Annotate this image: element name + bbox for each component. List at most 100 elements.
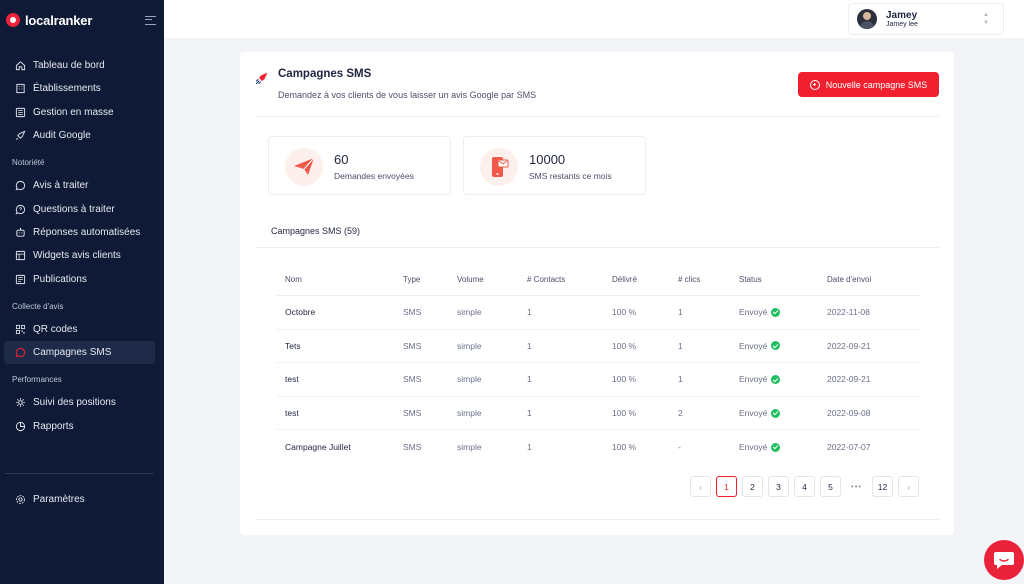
sidebar-item-label: Paramètres <box>33 494 85 506</box>
sidebar-item-reports[interactable]: Rapports <box>4 415 155 438</box>
column-header-delivered[interactable]: Délivré <box>612 275 637 284</box>
cell-clicks: 1 <box>678 340 683 351</box>
column-header-name[interactable]: Nom <box>285 275 302 284</box>
check-circle-icon <box>771 408 781 418</box>
column-header-date[interactable]: Date d'envoi <box>827 275 872 284</box>
column-header-clicks[interactable]: # clics <box>678 275 701 284</box>
brand-logo[interactable]: localranker <box>25 12 93 28</box>
column-header-type[interactable]: Type <box>403 275 421 284</box>
cell-delivered: 100 % <box>612 374 637 385</box>
chevron-up-down-icon: ▲ ▼ <box>983 12 989 26</box>
stat-value: 60 <box>334 152 349 167</box>
sidebar-item-label: Publications <box>33 273 87 285</box>
cell-contacts: 1 <box>527 442 532 453</box>
user-menu[interactable]: Jamey Jamey lee ▲ ▼ <box>848 3 1004 35</box>
next-page-button[interactable]: › <box>898 476 919 497</box>
column-header-contacts[interactable]: # Contacts <box>527 275 566 284</box>
status-text: Envoyé <box>739 408 768 419</box>
page-button-1[interactable]: 1 <box>716 476 737 497</box>
cell-status: Envoyé <box>739 442 827 452</box>
sidebar-item-label: Réponses automatisées <box>33 226 141 238</box>
status-text: Envoyé <box>739 340 768 351</box>
sidebar-item-reviews[interactable]: Avis à traiter <box>4 174 155 197</box>
logo-pin-icon <box>6 13 20 27</box>
settings-area: Paramètres <box>0 488 164 511</box>
sidebar-item-audit[interactable]: Audit Google <box>4 124 155 147</box>
cell-volume: simple <box>457 442 482 453</box>
widget-icon <box>15 250 26 261</box>
check-circle-icon <box>771 307 781 317</box>
sidebar-item-sms-campaigns[interactable]: Campagnes SMS <box>4 340 155 365</box>
main-card: Campagnes SMS Demandez à vos clients de … <box>240 52 954 535</box>
cell-clicks: - <box>678 442 681 453</box>
table-row[interactable]: Tets SMS simple 1 100 % 1 Envoyé 2022-09… <box>277 330 921 364</box>
page-button-4[interactable]: 4 <box>794 476 815 497</box>
sidebar-item-questions[interactable]: Questions à traiter <box>4 197 155 220</box>
cell-status: Envoyé <box>739 408 827 418</box>
page-button-last[interactable]: 12 <box>872 476 893 497</box>
user-names: Jamey Jamey lee <box>886 10 918 29</box>
cell-volume: simple <box>457 408 482 419</box>
menu-toggle-icon[interactable] <box>145 15 156 25</box>
cell-type: SMS <box>403 307 422 318</box>
status-text: Envoyé <box>739 442 768 453</box>
stat-card-sent: 60 Demandes envoyées <box>268 136 451 195</box>
cell-date: 2022-09-21 <box>827 340 871 351</box>
sidebar-item-qr-codes[interactable]: QR codes <box>4 318 155 341</box>
chart-icon <box>15 421 26 432</box>
cell-name: Tets <box>285 340 301 351</box>
column-header-volume[interactable]: Volume <box>457 275 484 284</box>
sidebar-item-widgets[interactable]: Widgets avis clients <box>4 244 155 267</box>
question-icon <box>15 204 26 215</box>
section-label-notoriete: Notoriété <box>12 158 45 168</box>
sidebar-item-label: Suivi des positions <box>33 397 116 409</box>
cell-contacts: 1 <box>527 408 532 419</box>
paper-plane-icon <box>285 148 323 186</box>
table-row[interactable]: test SMS simple 1 100 % 2 Envoyé 2022-09… <box>277 397 921 431</box>
cell-name: Campagne Juillet <box>285 442 351 453</box>
table-row[interactable]: test SMS simple 1 100 % 1 Envoyé 2022-09… <box>277 363 921 397</box>
user-fullname: Jamey lee <box>886 20 918 28</box>
sidebar-item-rank-tracking[interactable]: Suivi des positions <box>4 391 155 414</box>
cell-clicks: 2 <box>678 408 683 419</box>
table-row[interactable]: Octobre SMS simple 1 100 % 1 Envoyé 2022… <box>277 296 921 330</box>
sms-icon <box>15 347 26 358</box>
column-header-status[interactable]: Status <box>739 275 762 284</box>
sidebar-item-label: Rapports <box>33 420 74 432</box>
cell-type: SMS <box>403 442 422 453</box>
divider <box>255 116 939 117</box>
sidebar-item-label: Campagnes SMS <box>33 347 112 359</box>
sidebar: localranker Tableau de bord Établissemen… <box>0 0 164 584</box>
sidebar-item-label: Widgets avis clients <box>33 250 121 262</box>
page-subtitle: Demandez à vos clients de vous laisser u… <box>278 90 537 100</box>
sidebar-item-label: Gestion en masse <box>33 106 114 118</box>
cell-date: 2022-07-07 <box>827 442 871 453</box>
sidebar-item-publications[interactable]: Publications <box>4 267 155 290</box>
status-text: Envoyé <box>739 307 768 318</box>
cell-volume: simple <box>457 374 482 385</box>
campaigns-table: Nom Type Volume # Contacts Délivré # cli… <box>277 264 921 464</box>
new-sms-campaign-button[interactable]: Nouvelle campagne SMS <box>798 72 939 97</box>
phone-sms-icon <box>480 148 518 186</box>
page-button-3[interactable]: 3 <box>768 476 789 497</box>
chat-launcher-button[interactable] <box>984 540 1024 580</box>
pagination-ellipsis[interactable]: ••• <box>850 482 863 491</box>
cell-name: test <box>285 374 299 385</box>
sidebar-item-auto-replies[interactable]: Réponses automatisées <box>4 221 155 244</box>
divider <box>255 519 939 520</box>
sidebar-item-dashboard[interactable]: Tableau de bord <box>4 54 155 77</box>
page-button-2[interactable]: 2 <box>742 476 763 497</box>
cell-status: Envoyé <box>739 374 827 384</box>
check-circle-icon <box>771 442 781 452</box>
logo-row: localranker <box>0 0 164 40</box>
cell-clicks: 1 <box>678 307 683 318</box>
home-icon <box>15 60 26 71</box>
sidebar-item-bulk[interactable]: Gestion en masse <box>4 101 155 124</box>
sidebar-item-establishments[interactable]: Établissements <box>4 77 155 100</box>
cell-date: 2022-11-08 <box>827 307 870 318</box>
page-button-5[interactable]: 5 <box>820 476 841 497</box>
target-icon <box>15 397 26 408</box>
sidebar-item-settings[interactable]: Paramètres <box>4 488 155 511</box>
prev-page-button[interactable]: ‹ <box>690 476 711 497</box>
table-row[interactable]: Campagne Juillet SMS simple 1 100 % - En… <box>277 430 921 464</box>
